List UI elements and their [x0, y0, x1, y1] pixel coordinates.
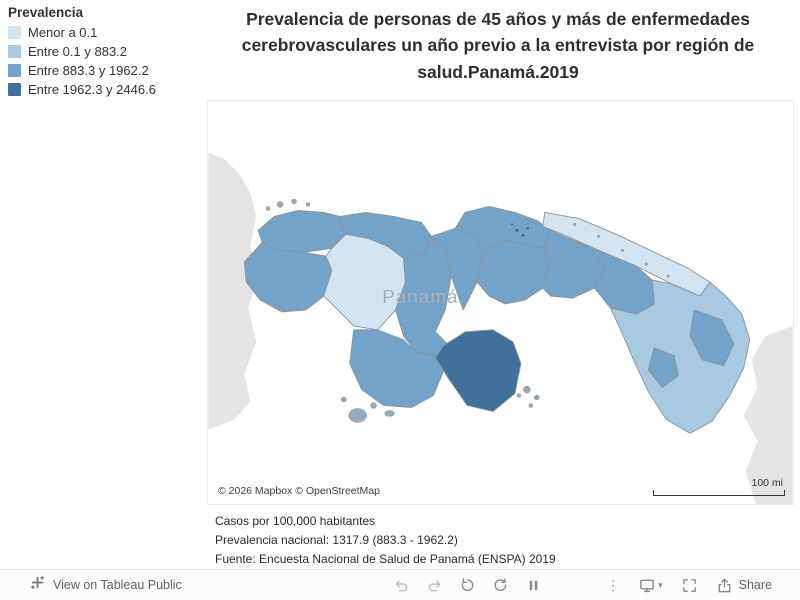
- boundary-speck: [515, 228, 519, 232]
- map-region-7[interactable]: [349, 329, 444, 408]
- legend-title: Prevalencia: [8, 5, 84, 20]
- legend-swatch-bin4: [8, 83, 21, 96]
- caret-down-icon: ▾: [658, 579, 663, 590]
- map-region-2[interactable]: [243, 241, 333, 313]
- view-on-tableau-public-link[interactable]: View on Tableau Public: [30, 575, 182, 595]
- island: [341, 396, 347, 403]
- land-colombia: [743, 325, 793, 504]
- more-options-icon[interactable]: ⋮: [606, 577, 621, 593]
- island-sanblas: [596, 234, 601, 238]
- scale-label: 100 mi: [751, 477, 783, 489]
- caption-national: Prevalencia nacional: 1317.9 (883.3 - 19…: [215, 533, 458, 548]
- map-region-10[interactable]: [476, 239, 552, 305]
- scale-line: [653, 490, 785, 496]
- island: [305, 202, 311, 207]
- undo-icon[interactable]: [393, 577, 410, 594]
- legend-item-bin4[interactable]: Entre 1962.3 y 2446.6: [8, 82, 203, 97]
- boundary-speck: [521, 233, 525, 237]
- caption-unit: Casos por 100,000 habitantes: [215, 514, 376, 528]
- land-costa-rica: [208, 152, 259, 430]
- viz-title: Prevalencia de personas de 45 años y más…: [241, 9, 755, 82]
- legend-item-bin2[interactable]: Entre 0.1 y 883.2: [8, 44, 203, 59]
- island: [384, 410, 395, 417]
- island-perlas: [528, 403, 534, 408]
- island: [291, 198, 297, 205]
- legend-label: Entre 1962.3 y 2446.6: [28, 82, 156, 97]
- history-controls: [393, 577, 542, 594]
- island: [276, 201, 284, 208]
- island-sanblas: [573, 222, 577, 226]
- map-region-11[interactable]: [434, 329, 522, 412]
- choropleth-map[interactable]: Panamá © 2026 Mapbox © OpenStreetMap 100…: [207, 100, 794, 505]
- download-button[interactable]: ▾: [638, 577, 663, 594]
- country-label: Panamá: [382, 287, 458, 308]
- legend: Prevalencia Menor a 0.1 Entre 0.1 y 883.…: [8, 5, 203, 101]
- legend-item-bin1[interactable]: Menor a 0.1: [8, 25, 203, 40]
- share-icon: [716, 577, 733, 594]
- island-sanblas: [644, 262, 648, 266]
- boundary-speck: [526, 226, 530, 230]
- refresh-icon[interactable]: [492, 577, 509, 594]
- island-perlas: [534, 394, 540, 401]
- island: [370, 402, 377, 409]
- island-perlas: [516, 393, 522, 398]
- share-button[interactable]: Share: [716, 577, 772, 594]
- toolbar: ⋮ ▾ Share: [393, 577, 772, 594]
- map-region-17[interactable]: [647, 347, 679, 389]
- legend-swatch-bin3: [8, 64, 21, 77]
- revert-icon[interactable]: [459, 577, 476, 594]
- map-attribution[interactable]: © 2026 Mapbox © OpenStreetMap: [214, 484, 384, 498]
- map-canvas[interactable]: Panamá: [208, 101, 793, 504]
- share-label: Share: [738, 578, 772, 592]
- view-label: View on Tableau Public: [53, 578, 182, 592]
- legend-item-bin3[interactable]: Entre 883.3 y 1962.2: [8, 63, 203, 78]
- legend-label: Entre 0.1 y 883.2: [28, 44, 128, 59]
- tableau-footer: View on Tableau Public: [0, 569, 800, 600]
- boundary-speck: [510, 223, 514, 226]
- island: [265, 206, 271, 211]
- caption: Casos por 100,000 habitantes Prevalencia…: [215, 512, 556, 570]
- map-region-16[interactable]: [689, 309, 735, 367]
- island-sanblas: [620, 248, 624, 252]
- island-sanblas: [666, 274, 670, 278]
- legend-label: Entre 883.3 y 1962.2: [28, 63, 149, 78]
- legend-swatch-bin2: [8, 45, 21, 58]
- island-perlas: [523, 385, 531, 394]
- tableau-logo-icon: [30, 575, 45, 595]
- redo-icon[interactable]: [426, 577, 443, 594]
- caption-source: Fuente: Encuesta Nacional de Salud de Pa…: [215, 552, 556, 567]
- map-scalebar: 100 mi: [653, 477, 785, 496]
- map-region-1[interactable]: [257, 210, 347, 253]
- legend-label: Menor a 0.1: [28, 25, 98, 40]
- legend-swatch-bin1: [8, 26, 21, 39]
- pause-icon[interactable]: [525, 577, 542, 594]
- fullscreen-icon[interactable]: [681, 577, 698, 594]
- island-coiba: [348, 408, 367, 423]
